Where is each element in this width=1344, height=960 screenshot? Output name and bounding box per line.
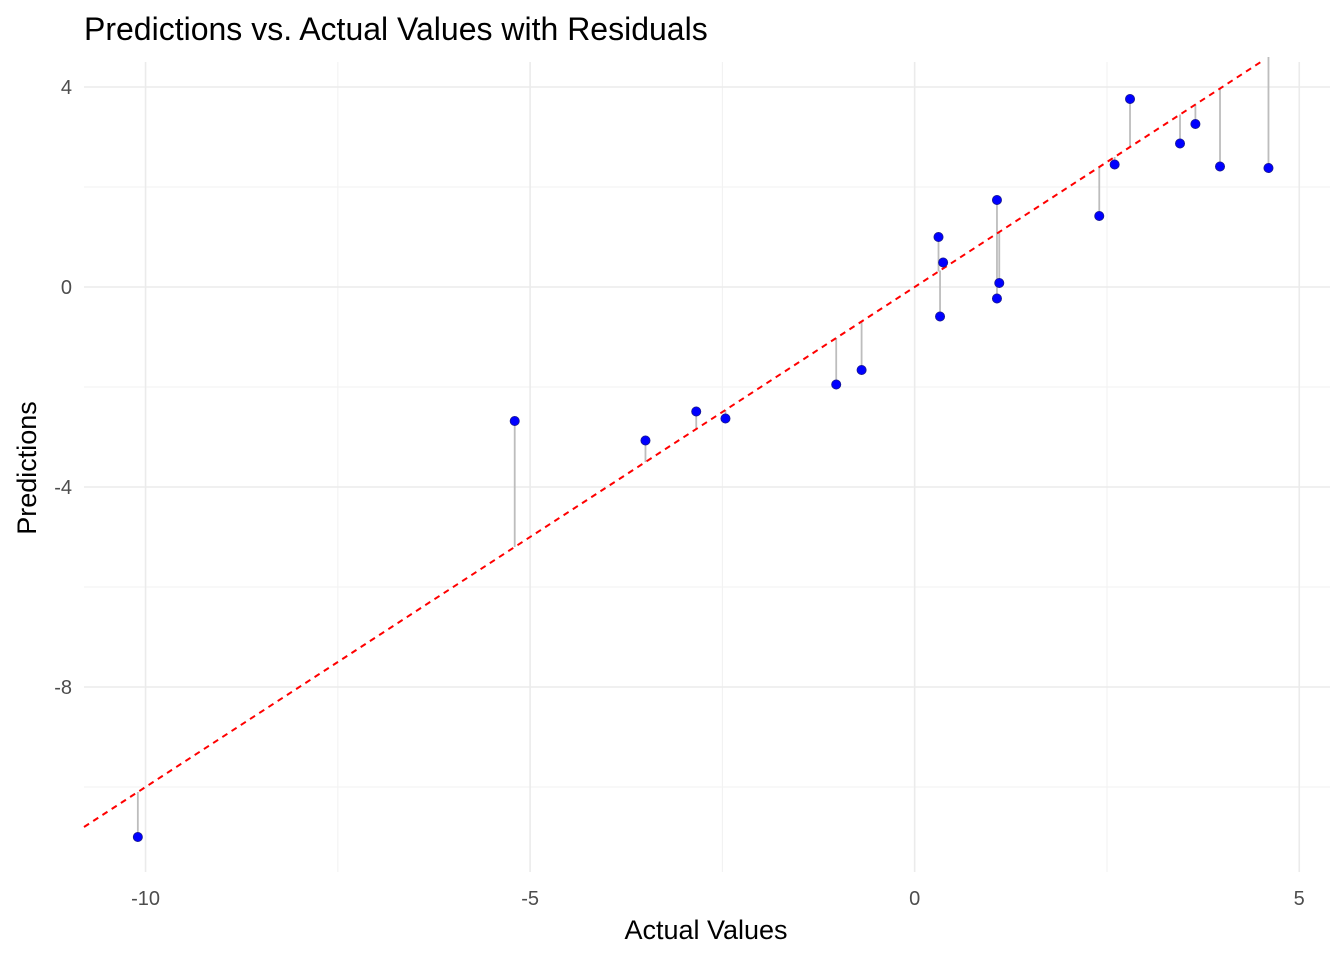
data-point [1125, 94, 1136, 105]
data-point [1175, 138, 1186, 149]
x-tick-label: 5 [1294, 888, 1305, 910]
y-tick-label: -8 [54, 677, 72, 699]
data-point [994, 277, 1005, 288]
data-point [991, 293, 1002, 304]
x-axis-title: Actual Values [624, 915, 787, 945]
x-tick-label: 0 [909, 888, 920, 910]
data-points [132, 94, 1274, 843]
data-point [935, 311, 946, 322]
data-point [640, 435, 651, 446]
data-point [1263, 162, 1274, 173]
data-point [933, 231, 944, 242]
y-tick-label: 0 [61, 277, 72, 299]
reference-line-group [83, 61, 1262, 828]
data-point [1215, 161, 1226, 172]
data-point [938, 257, 949, 268]
x-tick-label: -10 [131, 888, 160, 910]
data-point [856, 364, 867, 375]
data-point [991, 194, 1002, 205]
major-gridlines [84, 62, 1330, 872]
y-axis-tick-labels: -8 -4 0 4 [54, 77, 72, 699]
residual-lines [136, 57, 1270, 837]
data-point [691, 406, 702, 417]
y-axis-title: Predictions [12, 401, 42, 535]
minor-gridlines [84, 62, 1330, 872]
chart-title: Predictions vs. Actual Values with Resid… [84, 11, 708, 47]
y-tick-label: 4 [61, 77, 72, 99]
x-axis-tick-labels: -10 -5 0 5 [131, 888, 1305, 910]
data-point [509, 415, 520, 426]
x-tick-label: -5 [521, 888, 539, 910]
data-point [1190, 119, 1201, 130]
reference-line [83, 61, 1262, 828]
data-point [1109, 159, 1120, 170]
data-point [1094, 210, 1105, 221]
data-point [132, 832, 143, 843]
data-point [831, 379, 842, 390]
data-point [720, 413, 731, 424]
y-tick-label: -4 [54, 477, 72, 499]
